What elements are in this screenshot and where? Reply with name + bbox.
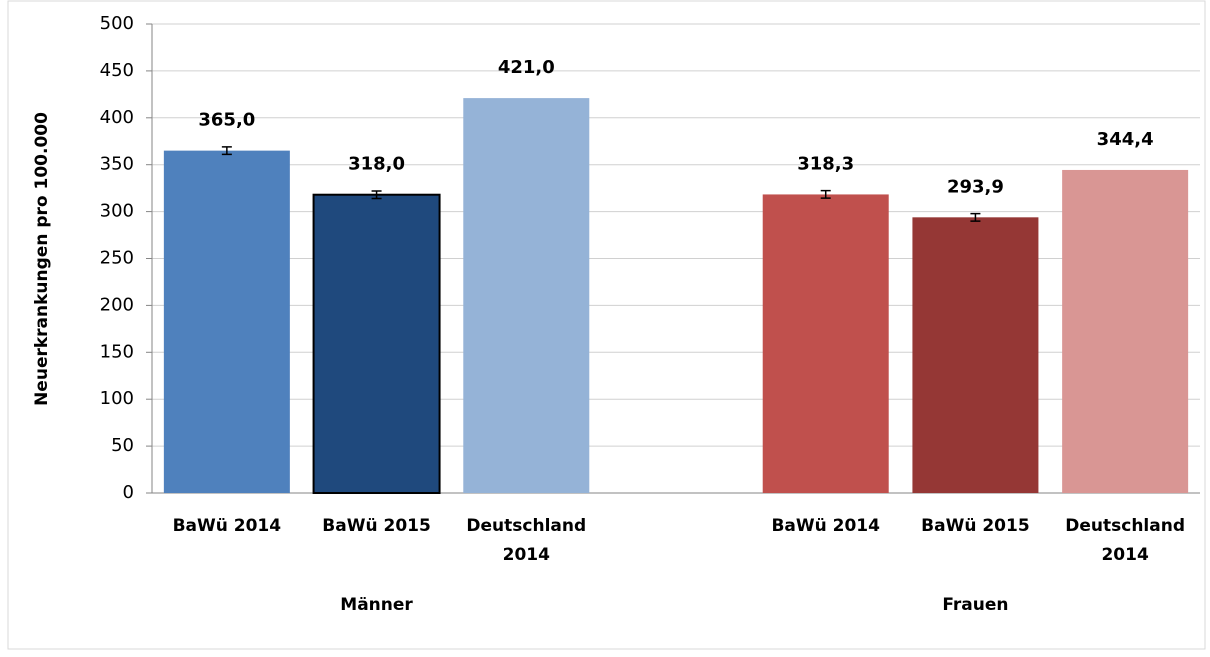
chart-border — [7, 0, 1206, 650]
bar — [463, 98, 590, 494]
x-tick-label: BaWü 2014 — [172, 516, 282, 536]
y-axis-title: Neuerkrankungen pro 100.000 — [32, 112, 52, 406]
x-tick-label: BaWü 2015 — [921, 516, 1030, 536]
x-tick-label: BaWü 2015 — [322, 516, 431, 536]
x-tick-label: Deutschland 2014 — [1065, 516, 1186, 565]
error-bar — [820, 189, 831, 199]
bar — [912, 217, 1039, 494]
group-label: Frauen — [942, 595, 1009, 615]
value-label: 318,3 — [797, 153, 854, 174]
y-tick-label: 500 — [100, 13, 134, 34]
bar — [762, 194, 889, 493]
y-tick-label: 50 — [111, 435, 134, 456]
error-bar — [970, 212, 981, 222]
error-bar — [371, 190, 382, 200]
bar — [312, 193, 441, 494]
y-tick-label: 200 — [100, 294, 134, 315]
y-tick-label: 450 — [100, 60, 134, 81]
value-label: 365,0 — [198, 110, 255, 131]
y-tick-label: 0 — [123, 482, 134, 503]
y-tick-label: 400 — [100, 107, 134, 128]
value-label: 421,0 — [498, 57, 555, 78]
y-tick-label: 100 — [100, 388, 134, 409]
y-tick-label: 350 — [100, 154, 134, 175]
bar — [163, 150, 290, 493]
value-label: 344,4 — [1097, 129, 1154, 150]
value-label: 318,0 — [348, 154, 405, 175]
x-tick-label: Deutschland 2014 — [466, 516, 587, 565]
x-tick-label: BaWü 2014 — [771, 516, 880, 536]
value-label: 293,9 — [947, 176, 1004, 197]
group-label: Männer — [340, 595, 413, 615]
bar — [1062, 169, 1189, 493]
error-bar — [221, 146, 232, 156]
y-tick-label: 300 — [100, 201, 134, 222]
y-tick-label: 250 — [100, 248, 134, 269]
y-tick-label: 150 — [100, 341, 134, 362]
